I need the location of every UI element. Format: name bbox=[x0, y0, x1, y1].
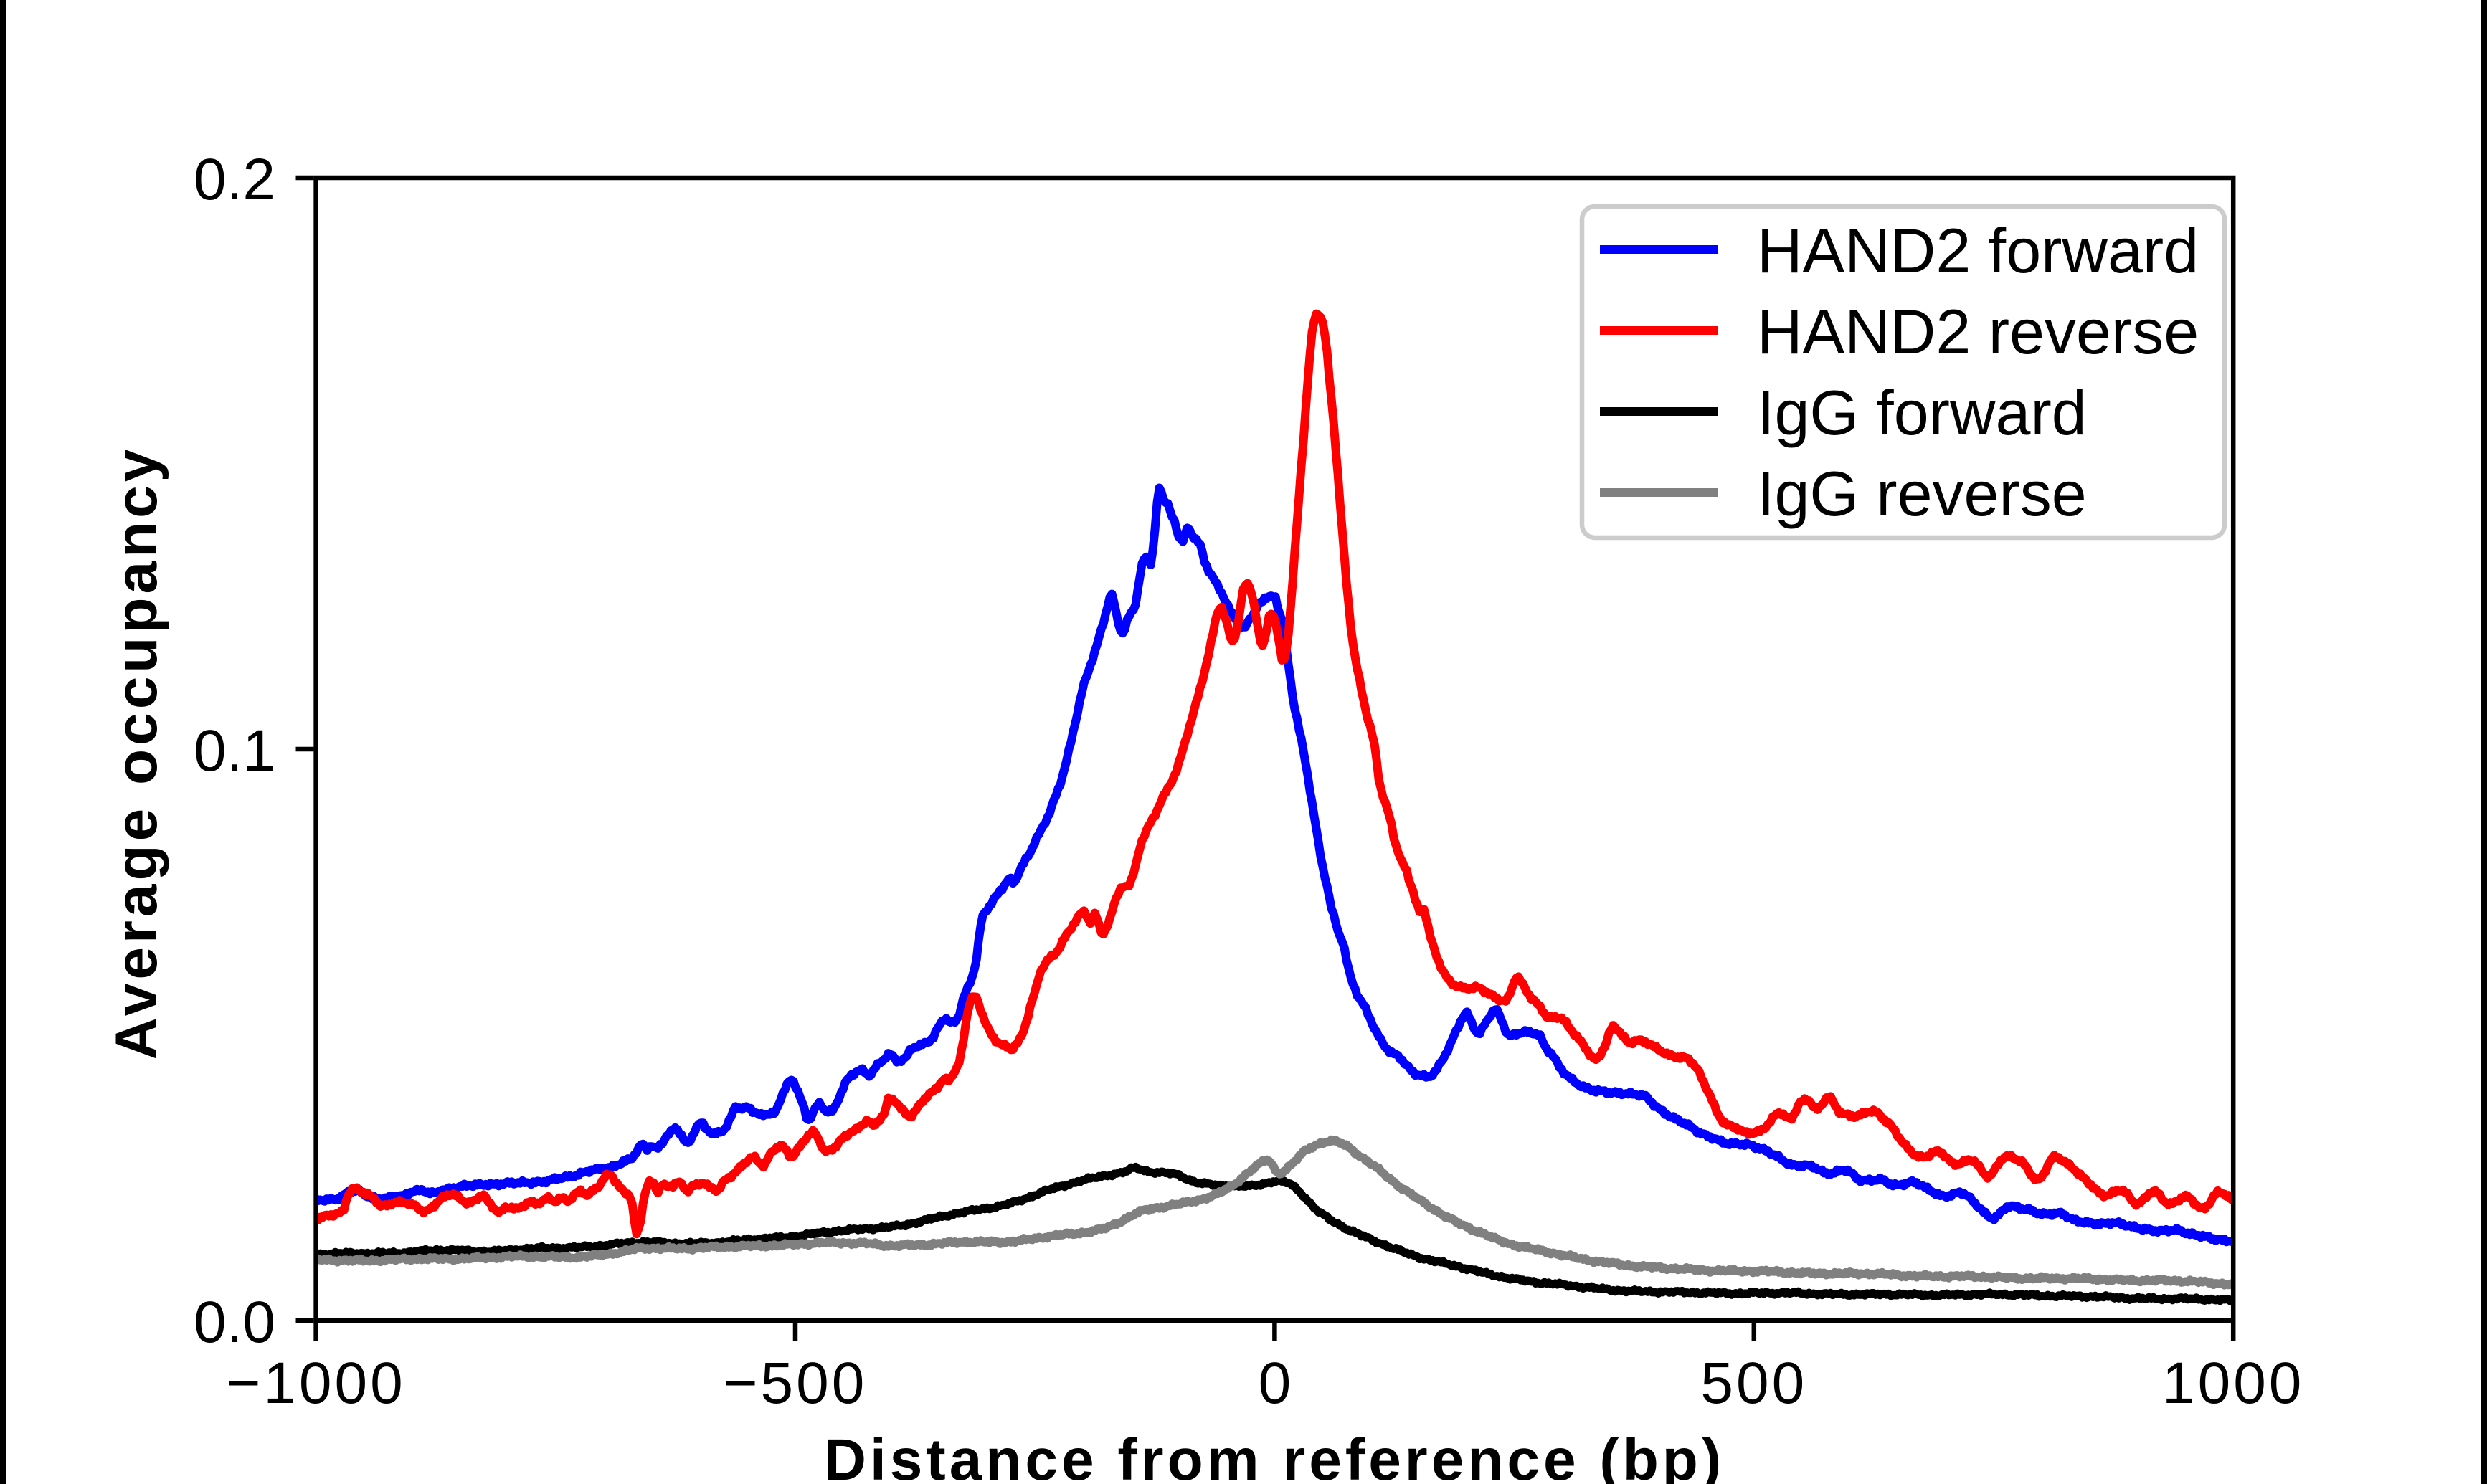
svg-text:1000: 1000 bbox=[2162, 1351, 2304, 1416]
svg-text:Distance from reference (bp): Distance from reference (bp) bbox=[824, 1427, 1725, 1484]
svg-text:0: 0 bbox=[1259, 1351, 1292, 1416]
svg-text:HAND2 forward: HAND2 forward bbox=[1757, 215, 2199, 286]
svg-text:500: 500 bbox=[1700, 1351, 1807, 1416]
svg-text:IgG forward: IgG forward bbox=[1757, 377, 2087, 448]
svg-text:−1000: −1000 bbox=[226, 1351, 405, 1416]
svg-text:0.0: 0.0 bbox=[194, 1290, 275, 1355]
svg-text:−500: −500 bbox=[724, 1351, 868, 1416]
svg-text:0.2: 0.2 bbox=[194, 147, 275, 212]
svg-text:IgG reverse: IgG reverse bbox=[1757, 458, 2087, 529]
svg-text:0.1: 0.1 bbox=[194, 718, 275, 784]
svg-text:HAND2 reverse: HAND2 reverse bbox=[1757, 296, 2199, 367]
svg-text:Average occupancy: Average occupancy bbox=[104, 446, 169, 1060]
